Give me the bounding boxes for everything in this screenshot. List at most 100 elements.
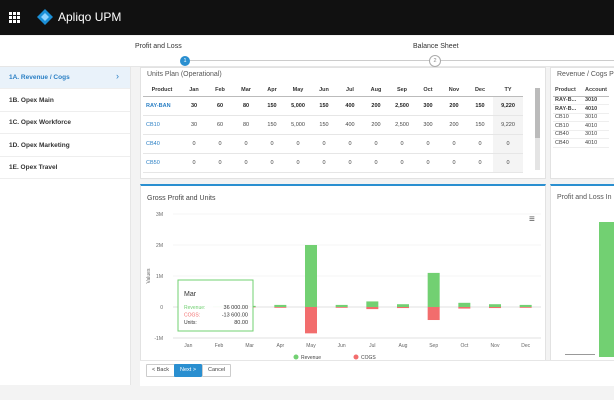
cell: 0 <box>322 140 326 147</box>
bar[interactable] <box>489 307 501 309</box>
bar[interactable] <box>305 307 317 334</box>
bar[interactable] <box>397 307 409 309</box>
step-label[interactable]: Balance Sheet <box>413 43 459 50</box>
sidebar-item[interactable]: 1D. Opex Marketing <box>0 135 130 157</box>
tooltip-label: COGS: <box>184 313 200 319</box>
table-row: CB40 0 0 0 0 0 0 0 0 0 0 0 0 0 <box>143 134 523 153</box>
tooltip-label: Revenue: <box>184 305 205 311</box>
bar[interactable] <box>335 307 348 308</box>
table-row: CB10 3010 <box>553 113 609 122</box>
cell: 3010 <box>585 97 598 104</box>
x-tick-label: Jun <box>338 343 346 349</box>
cell: 300 <box>423 102 433 109</box>
side-bar <box>599 222 614 357</box>
cell: 4010 <box>585 122 598 129</box>
cell: 30 <box>190 102 198 109</box>
cancel-button[interactable]: Cancel <box>202 364 232 377</box>
cell: 0 <box>296 140 300 147</box>
sidebar-item[interactable]: 1B. Opex Main <box>0 90 130 112</box>
bar[interactable] <box>335 304 348 307</box>
sidebar-item[interactable]: 1C. Opex Workforce <box>0 112 130 134</box>
cell: 0 <box>452 140 456 147</box>
cell: 9,220 <box>493 96 523 115</box>
cell: 150 <box>267 121 277 128</box>
bar[interactable] <box>274 307 287 308</box>
cell: 150 <box>267 102 277 109</box>
menu-icon[interactable]: ≡ <box>529 214 535 225</box>
bar[interactable] <box>519 304 532 307</box>
cell: 0 <box>296 159 300 166</box>
cell: 0 <box>270 140 274 147</box>
product-link[interactable]: CB50 <box>146 159 160 166</box>
tooltip-box <box>177 279 254 332</box>
cell: 0 <box>322 159 326 166</box>
logo <box>37 9 53 25</box>
cell: 0 <box>244 159 248 166</box>
bar[interactable] <box>397 304 409 307</box>
legend-label[interactable]: Revenue <box>301 355 321 361</box>
table-row: CB10 30 60 80 150 5,000 150 400 200 2,500 300 200 15… <box>143 115 523 134</box>
cell: RAY-B... <box>555 97 577 104</box>
bar[interactable] <box>489 304 501 307</box>
column-header: Sep <box>396 87 408 94</box>
y-axis-label: Values <box>146 268 152 283</box>
cell: 80 <box>242 102 250 109</box>
cell: 0 <box>348 159 352 166</box>
bar[interactable] <box>305 245 317 307</box>
step-number[interactable]: 2 <box>429 55 441 67</box>
bar[interactable] <box>519 307 532 308</box>
table-row: CB40 3010 <box>553 130 609 139</box>
bar[interactable] <box>427 307 440 321</box>
sidebar-item[interactable]: 1E. Opex Travel <box>0 157 130 179</box>
table-row: CB40 4010 <box>553 139 609 147</box>
column-header: Nov <box>448 87 460 94</box>
column-header: Feb <box>215 87 225 94</box>
x-tick-label: Dec <box>521 343 530 349</box>
bar[interactable] <box>366 301 379 307</box>
back-button[interactable]: < Back <box>146 364 175 377</box>
cell: 0 <box>374 159 378 166</box>
cell: 60 <box>216 102 224 109</box>
bar[interactable] <box>458 302 471 307</box>
step-label[interactable]: Profit and Loss <box>135 43 182 50</box>
cell: 400 <box>345 121 355 128</box>
cell: 0 <box>348 140 352 147</box>
cell: CB10 <box>555 122 569 129</box>
bar[interactable] <box>274 304 287 307</box>
tooltip-value: 36 000.00 <box>224 305 248 311</box>
cell: 2,500 <box>395 121 409 128</box>
x-tick-label: Jan <box>184 343 192 349</box>
x-tick-label: Jul <box>369 343 375 349</box>
bar[interactable] <box>366 307 379 310</box>
bar[interactable] <box>458 307 471 309</box>
cell: 0 <box>426 140 430 147</box>
cell: 0 <box>192 140 196 147</box>
cell: 150 <box>475 102 485 109</box>
cell: 60 <box>216 121 224 128</box>
menu-grid[interactable] <box>9 12 20 23</box>
cell: 150 <box>319 121 329 128</box>
header-row: Product Jan Feb Mar Apr May Jun Jul Aug Sep Oct Nov… <box>143 85 523 96</box>
cell: 0 <box>493 153 523 172</box>
cell: 5,000 <box>291 102 305 109</box>
tooltip-value: -13 600.00 <box>222 313 248 319</box>
product-link[interactable]: CB10 <box>146 121 160 128</box>
column-header: Product <box>555 87 576 94</box>
legend-marker[interactable] <box>353 354 359 360</box>
cell: 3010 <box>585 114 598 121</box>
next-button[interactable]: Next > <box>174 364 203 377</box>
product-link[interactable]: RAY-BAN <box>146 102 171 109</box>
sidebar-item[interactable]: 1A. Revenue / Cogs <box>0 67 130 89</box>
bar[interactable] <box>427 272 440 307</box>
y-tick-label: 1M <box>156 274 163 280</box>
y-tick-label: 3M <box>156 212 163 218</box>
cell: 400 <box>345 102 355 109</box>
step-number[interactable]: 1 <box>180 56 190 66</box>
column-header: Account <box>585 87 607 94</box>
x-tick-label: Oct <box>460 343 468 349</box>
legend-label[interactable]: COGS <box>361 355 376 361</box>
x-tick-label: Mar <box>245 343 254 349</box>
product-link[interactable]: CB40 <box>146 140 160 147</box>
legend-marker[interactable] <box>293 354 299 360</box>
cell: 200 <box>371 102 381 109</box>
